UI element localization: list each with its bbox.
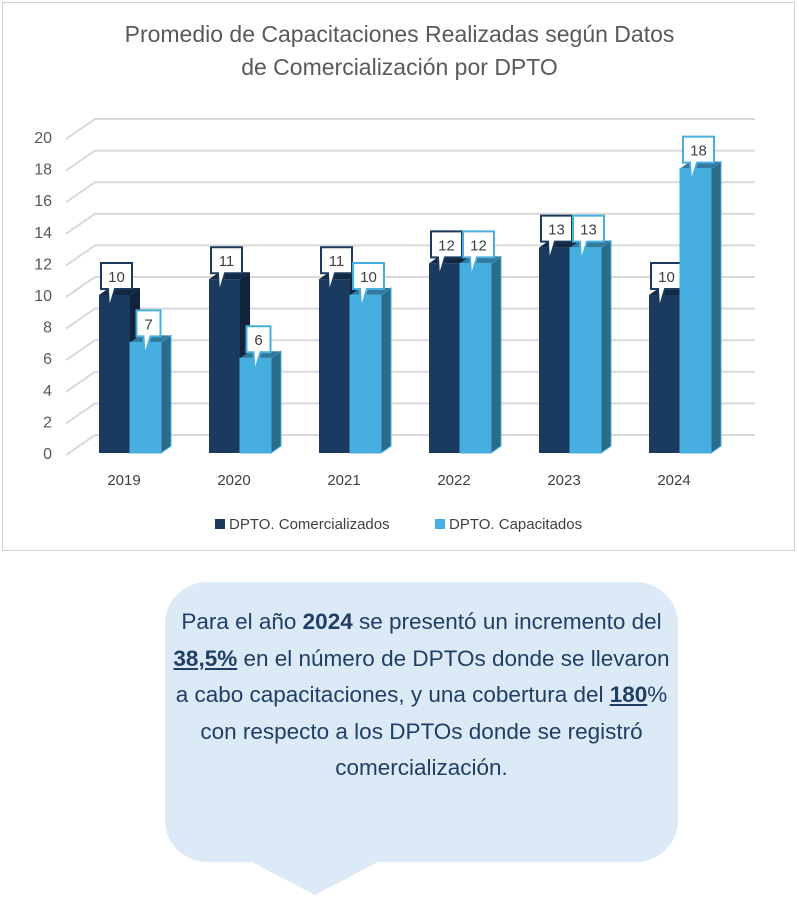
data-label: 10 bbox=[100, 262, 133, 310]
bar-side bbox=[270, 350, 282, 454]
bar-dpto-capacitados bbox=[459, 255, 502, 454]
data-label-text: 18 bbox=[690, 143, 707, 160]
gridline bbox=[65, 212, 755, 235]
bar-front bbox=[209, 279, 240, 453]
x-tick-label: 2022 bbox=[437, 472, 470, 489]
data-label-text: 12 bbox=[438, 237, 455, 254]
x-tick-label: 2024 bbox=[657, 472, 690, 489]
bar-side bbox=[710, 160, 722, 454]
bar-front bbox=[239, 357, 272, 454]
data-label-text: 6 bbox=[254, 332, 262, 349]
bar-side bbox=[380, 287, 392, 454]
data-label-box bbox=[682, 135, 715, 183]
bar-front bbox=[459, 262, 492, 454]
chart-frame bbox=[2, 2, 795, 551]
data-label: 6 bbox=[245, 325, 272, 373]
highlight-increment: 38,5% bbox=[173, 645, 238, 671]
data-label-text: 7 bbox=[144, 316, 152, 333]
gridline bbox=[65, 339, 755, 362]
y-tick-label: 16 bbox=[34, 193, 52, 210]
bar-front bbox=[129, 341, 162, 454]
y-tick-label: 14 bbox=[34, 225, 52, 242]
data-label: 13 bbox=[572, 214, 605, 262]
chart-title-line-2: de Comercialización por DPTO bbox=[241, 54, 558, 80]
bar-dpto-capacitados bbox=[679, 160, 722, 454]
y-tick-label: 12 bbox=[34, 256, 52, 273]
highlight-coverage: 180 bbox=[609, 682, 648, 707]
bar-dpto-capacitados bbox=[569, 239, 612, 454]
data-label-text: 11 bbox=[329, 253, 345, 270]
data-label-box bbox=[210, 246, 243, 294]
legend-swatch bbox=[215, 519, 225, 529]
bar-side bbox=[490, 255, 502, 454]
x-tick-label: 2023 bbox=[547, 472, 580, 489]
gridline bbox=[65, 307, 755, 330]
y-tick-label: 0 bbox=[43, 446, 52, 463]
callout-tail bbox=[250, 861, 380, 895]
chart-title: Promedio de Capacitaciones Realizadas se… bbox=[0, 18, 799, 84]
data-label-box bbox=[462, 230, 495, 278]
bar-front bbox=[429, 263, 460, 453]
y-tick-label: 8 bbox=[43, 320, 52, 337]
chart-plot: 0 2 4 6 8 10 12 14 16 18 20 2019 10 7 2020 11 6 2021 11 10 2… bbox=[34, 118, 755, 533]
bar-front bbox=[99, 295, 130, 453]
data-label: 11 bbox=[320, 246, 353, 294]
gridline bbox=[65, 118, 755, 140]
gridline bbox=[65, 370, 755, 393]
data-label-box bbox=[245, 325, 272, 373]
data-label-text: 10 bbox=[108, 269, 125, 286]
bar-front bbox=[679, 168, 712, 454]
x-tick-label: 2021 bbox=[327, 472, 360, 489]
chart-title-line-1: Promedio de Capacitaciones Realizadas se… bbox=[124, 21, 675, 47]
gridline bbox=[65, 402, 755, 425]
bar-dpto-capacitados bbox=[239, 350, 282, 454]
y-tick-label: 18 bbox=[34, 162, 52, 179]
data-label-text: 11 bbox=[219, 253, 235, 270]
y-tick-label: 20 bbox=[34, 130, 52, 147]
highlight-year: 2024 bbox=[302, 609, 353, 634]
gridline bbox=[65, 434, 755, 456]
data-label-box bbox=[100, 262, 133, 310]
bar-front bbox=[349, 294, 382, 454]
bar-side bbox=[600, 239, 612, 454]
bar-front bbox=[649, 295, 680, 453]
data-label: 12 bbox=[462, 230, 495, 278]
data-label: 11 bbox=[210, 246, 243, 294]
gridline bbox=[65, 244, 755, 267]
legend-swatch bbox=[435, 519, 445, 529]
data-label: 18 bbox=[682, 135, 715, 183]
data-label-text: 13 bbox=[580, 222, 597, 239]
data-label-text: 10 bbox=[658, 269, 675, 286]
data-label-box bbox=[135, 309, 162, 357]
y-tick-label: 10 bbox=[34, 288, 52, 305]
bar-side bbox=[160, 334, 172, 454]
gridline bbox=[65, 149, 755, 172]
bar-front bbox=[539, 247, 570, 453]
legend-label: DPTO. Comercializados bbox=[229, 516, 390, 533]
bar-front bbox=[569, 247, 602, 454]
data-label-box bbox=[572, 214, 605, 262]
data-label-box bbox=[320, 246, 353, 294]
data-label-box bbox=[352, 262, 385, 310]
y-tick-label: 6 bbox=[43, 351, 52, 368]
x-tick-label: 2020 bbox=[217, 472, 250, 489]
data-label-text: 13 bbox=[548, 222, 565, 239]
legend-label: DPTO. Capacitados bbox=[449, 516, 582, 533]
gridline bbox=[65, 181, 755, 204]
y-tick-label: 4 bbox=[43, 383, 52, 400]
gridline bbox=[65, 276, 755, 298]
data-label-text: 10 bbox=[360, 269, 377, 286]
bar-front bbox=[319, 279, 350, 453]
y-tick-label: 2 bbox=[43, 414, 52, 431]
bar-dpto-comercializados bbox=[539, 240, 580, 453]
data-label-text: 12 bbox=[470, 237, 487, 254]
data-label: 7 bbox=[135, 309, 162, 357]
data-label: 10 bbox=[352, 262, 385, 310]
x-tick-label: 2019 bbox=[107, 472, 140, 489]
callout-text: Para el año 2024 se presentó un incremen… bbox=[173, 609, 670, 780]
callout-bubble: Para el año 2024 se presentó un incremen… bbox=[165, 582, 678, 862]
bar-dpto-capacitados bbox=[129, 334, 172, 454]
bar-dpto-capacitados bbox=[349, 287, 392, 454]
